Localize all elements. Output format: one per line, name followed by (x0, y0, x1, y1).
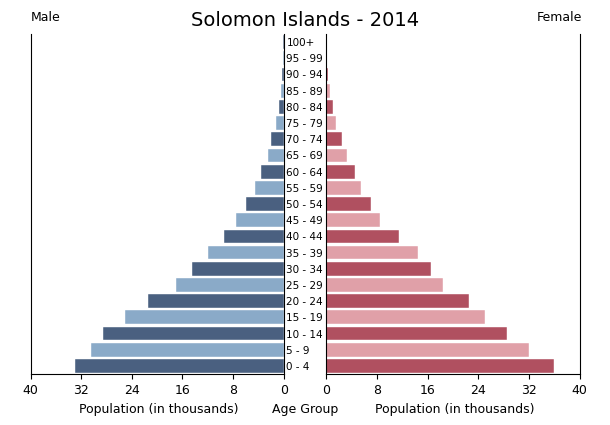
Bar (281, 84, 284, 98)
Bar (326, 278, 443, 292)
Bar (326, 181, 361, 195)
Bar (326, 116, 336, 130)
Bar (326, 343, 529, 357)
Bar (326, 230, 399, 243)
Bar (326, 149, 346, 162)
Bar (246, 197, 284, 211)
Text: Solomon Islands - 2014: Solomon Islands - 2014 (191, 11, 419, 30)
Bar (326, 213, 380, 227)
Bar (283, 35, 284, 49)
Bar (326, 84, 329, 98)
Text: Population (in thousands): Population (in thousands) (375, 403, 534, 416)
Bar (276, 116, 284, 130)
Bar (236, 213, 284, 227)
Bar (282, 51, 284, 65)
Bar (326, 327, 507, 340)
Bar (326, 197, 371, 211)
Bar (192, 262, 284, 276)
Bar (326, 51, 328, 65)
Bar (223, 230, 284, 243)
Text: Male: Male (30, 11, 60, 24)
Bar (176, 278, 284, 292)
Bar (326, 35, 327, 49)
Bar (148, 294, 284, 308)
Bar (207, 246, 284, 259)
Text: Age Group: Age Group (272, 403, 338, 416)
Bar (326, 68, 328, 81)
Bar (268, 149, 284, 162)
Bar (255, 181, 284, 195)
Bar (326, 165, 355, 178)
Bar (326, 262, 431, 276)
Bar (326, 246, 418, 259)
Text: Population (in thousands): Population (in thousands) (79, 403, 239, 416)
Bar (75, 359, 284, 373)
Bar (326, 294, 468, 308)
Bar (279, 100, 284, 114)
Bar (126, 310, 284, 324)
Bar (326, 359, 554, 373)
Bar (326, 310, 484, 324)
Bar (91, 343, 284, 357)
Bar (262, 165, 284, 178)
Bar (326, 132, 342, 146)
Bar (326, 100, 332, 114)
Bar (271, 132, 284, 146)
Text: Female: Female (537, 11, 583, 24)
Bar (103, 327, 284, 340)
Bar (282, 68, 284, 81)
